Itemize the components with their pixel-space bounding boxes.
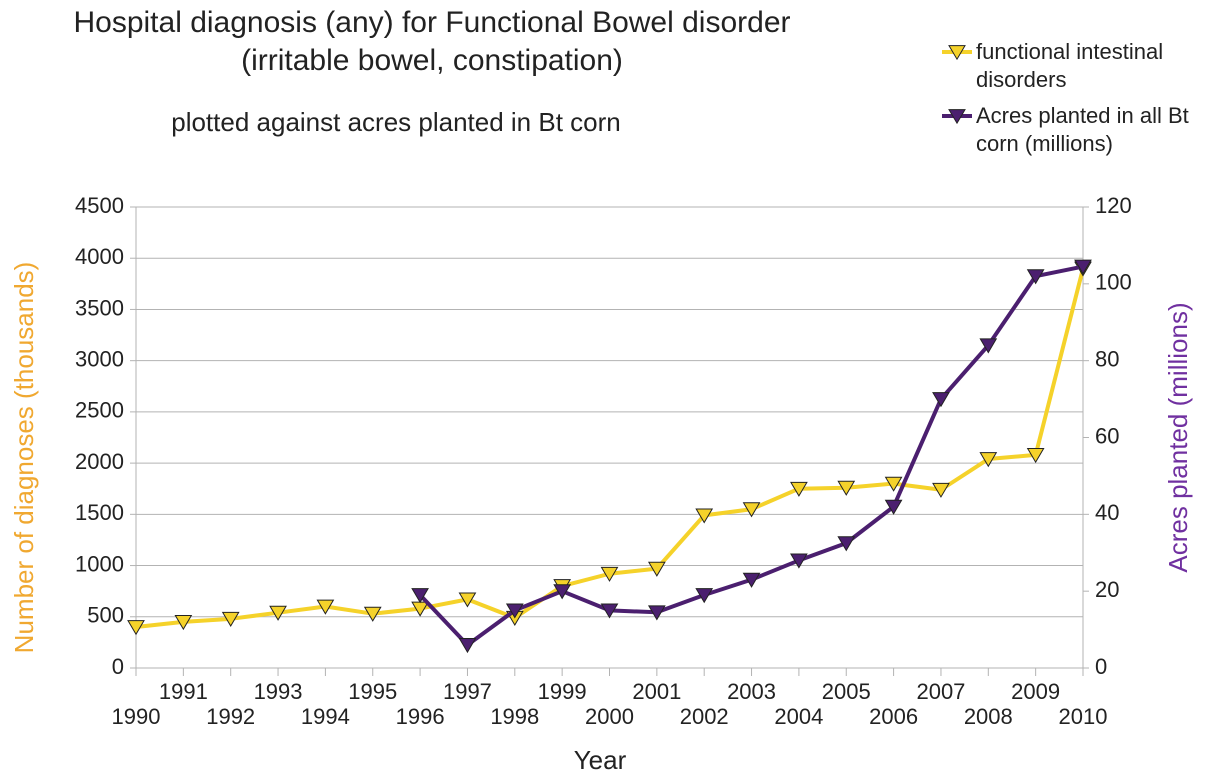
x-tick-label: 2004 bbox=[774, 704, 823, 729]
chart-title: (irritable bowel, constipation) bbox=[241, 44, 623, 77]
x-tick-label: 1990 bbox=[112, 704, 161, 729]
marker bbox=[1074, 259, 1092, 275]
x-tick-label: 1994 bbox=[301, 704, 350, 729]
marker bbox=[695, 588, 714, 604]
marker bbox=[695, 508, 714, 524]
marker bbox=[1026, 448, 1045, 464]
y-tick-label: 500 bbox=[87, 603, 124, 628]
y-tick-label: 0 bbox=[112, 654, 124, 679]
marker bbox=[174, 615, 193, 631]
legend-label: functional intestinal disorders bbox=[976, 39, 1164, 92]
x-axis-label: Year bbox=[574, 745, 627, 775]
legend-label: Acres planted in all Bt corn (millions) bbox=[976, 103, 1189, 156]
marker bbox=[221, 611, 240, 628]
marker bbox=[600, 603, 619, 619]
x-tick-label: 1996 bbox=[396, 704, 445, 729]
x-tick-label: 1997 bbox=[443, 679, 492, 704]
y2-tick-label: 40 bbox=[1095, 500, 1119, 525]
y-tick-label: 4500 bbox=[75, 193, 124, 218]
legend-entry: functional intestinal disorders bbox=[940, 38, 1210, 94]
marker bbox=[790, 481, 808, 497]
marker bbox=[316, 599, 335, 615]
x-tick-label: 2009 bbox=[1011, 679, 1060, 704]
x-tick-label: 2002 bbox=[680, 704, 729, 729]
legend-marker bbox=[948, 45, 966, 61]
y-tick-label: 2000 bbox=[75, 449, 124, 474]
marker bbox=[790, 553, 808, 569]
marker bbox=[600, 566, 619, 582]
y-tick-label: 1500 bbox=[75, 500, 124, 525]
chart-subtitle: plotted against acres planted in Bt corn bbox=[171, 107, 621, 137]
marker bbox=[742, 502, 761, 518]
y2-tick-label: 0 bbox=[1095, 654, 1107, 679]
y-axis-label: Number of diagnoses (thousands) bbox=[9, 262, 39, 654]
x-tick-label: 1991 bbox=[159, 679, 208, 704]
x-tick-label: 2006 bbox=[869, 704, 918, 729]
marker bbox=[884, 499, 903, 515]
marker bbox=[979, 338, 998, 354]
marker bbox=[932, 392, 950, 408]
marker bbox=[1026, 269, 1045, 285]
x-tick-label: 1995 bbox=[348, 679, 397, 704]
legend-entry: Acres planted in all Bt corn (millions) bbox=[940, 102, 1210, 158]
marker bbox=[411, 588, 429, 604]
y-tick-label: 3000 bbox=[75, 346, 124, 371]
legend-marker bbox=[948, 109, 966, 125]
marker bbox=[647, 561, 666, 577]
y2-tick-label: 100 bbox=[1095, 270, 1132, 295]
marker bbox=[742, 572, 761, 588]
x-tick-label: 1999 bbox=[538, 679, 587, 704]
y-tick-label: 4000 bbox=[75, 244, 124, 269]
x-tick-label: 2000 bbox=[585, 704, 634, 729]
marker bbox=[458, 592, 477, 608]
x-tick-label: 2010 bbox=[1059, 704, 1108, 729]
x-tick-label: 2008 bbox=[964, 704, 1013, 729]
x-tick-label: 2003 bbox=[727, 679, 776, 704]
x-tick-label: 2005 bbox=[822, 679, 871, 704]
marker bbox=[458, 638, 477, 654]
marker bbox=[505, 603, 524, 619]
marker bbox=[553, 584, 572, 600]
x-tick-label: 1992 bbox=[206, 704, 255, 729]
marker bbox=[837, 480, 856, 496]
y-tick-label: 1000 bbox=[75, 551, 124, 576]
chart-title: Hospital diagnosis (any) for Functional … bbox=[73, 6, 790, 39]
y2-tick-label: 60 bbox=[1095, 423, 1119, 448]
x-tick-label: 1993 bbox=[254, 679, 303, 704]
marker bbox=[837, 536, 856, 552]
marker bbox=[884, 476, 903, 492]
y-tick-label: 2500 bbox=[75, 398, 124, 423]
marker bbox=[647, 605, 666, 621]
y2-tick-label: 20 bbox=[1095, 577, 1119, 602]
y2-tick-label: 120 bbox=[1095, 193, 1132, 218]
marker bbox=[932, 482, 950, 498]
x-tick-label: 1998 bbox=[490, 704, 539, 729]
y-tick-label: 3500 bbox=[75, 295, 124, 320]
x-tick-label: 2001 bbox=[632, 679, 681, 704]
marker bbox=[127, 620, 145, 636]
y2-axis-label: Acres planted (millions) bbox=[1163, 302, 1193, 572]
y2-tick-label: 80 bbox=[1095, 346, 1119, 371]
x-tick-label: 2007 bbox=[916, 679, 965, 704]
marker bbox=[363, 606, 382, 622]
marker bbox=[979, 452, 998, 468]
marker bbox=[269, 605, 287, 621]
